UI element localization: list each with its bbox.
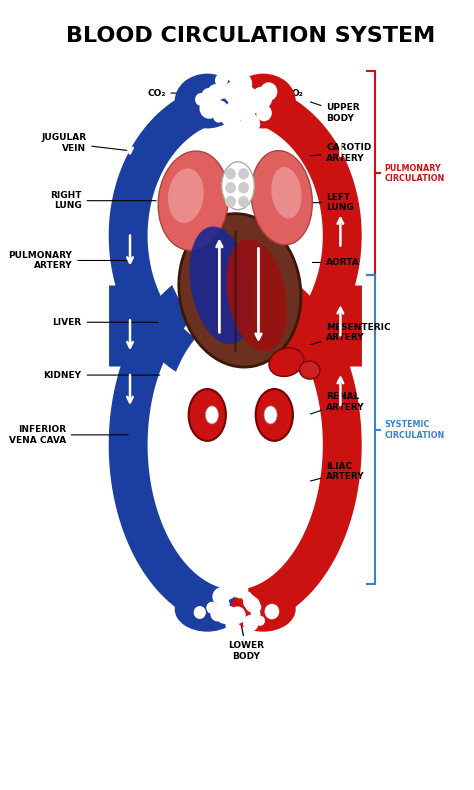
Circle shape: [226, 169, 235, 179]
Circle shape: [257, 105, 271, 121]
Ellipse shape: [158, 151, 228, 250]
Ellipse shape: [226, 239, 287, 352]
Text: KIDNEY: KIDNEY: [44, 371, 160, 379]
Ellipse shape: [163, 318, 308, 572]
Ellipse shape: [255, 389, 293, 441]
Ellipse shape: [189, 389, 226, 441]
Circle shape: [239, 169, 248, 179]
Text: O₂: O₂: [264, 88, 303, 98]
Circle shape: [253, 603, 261, 611]
Text: LEFT
LUNG: LEFT LUNG: [310, 193, 354, 213]
Circle shape: [239, 182, 248, 193]
Ellipse shape: [190, 227, 253, 344]
Circle shape: [226, 182, 235, 193]
Circle shape: [244, 615, 258, 630]
Text: UPPER
BODY: UPPER BODY: [310, 102, 360, 122]
Text: JUGULAR
VEIN: JUGULAR VEIN: [41, 134, 128, 152]
Circle shape: [243, 592, 252, 602]
Ellipse shape: [168, 168, 204, 223]
Ellipse shape: [222, 162, 254, 209]
Circle shape: [246, 597, 259, 612]
Circle shape: [216, 74, 227, 87]
Circle shape: [205, 96, 218, 111]
Text: LIVER: LIVER: [53, 318, 158, 327]
Ellipse shape: [205, 406, 219, 424]
Ellipse shape: [163, 134, 308, 337]
Text: CAROTID
ARTERY: CAROTID ARTERY: [310, 143, 372, 163]
Ellipse shape: [221, 288, 249, 313]
Circle shape: [202, 88, 215, 102]
Circle shape: [208, 85, 223, 101]
Circle shape: [261, 83, 277, 100]
Circle shape: [234, 74, 252, 92]
Circle shape: [224, 81, 245, 103]
Ellipse shape: [179, 213, 301, 367]
Ellipse shape: [221, 337, 249, 363]
Text: RIGHT
LUNG: RIGHT LUNG: [50, 191, 156, 210]
Text: SYSTEMIC
CIRCULATION: SYSTEMIC CIRCULATION: [384, 420, 445, 439]
Text: AORTA: AORTA: [312, 258, 360, 267]
Circle shape: [251, 609, 260, 619]
Circle shape: [230, 608, 245, 623]
Circle shape: [245, 106, 255, 117]
Circle shape: [222, 113, 233, 125]
Circle shape: [212, 101, 228, 117]
Circle shape: [246, 97, 260, 113]
Ellipse shape: [269, 348, 304, 377]
Circle shape: [196, 94, 207, 105]
Text: CO₂: CO₂: [147, 88, 200, 98]
Circle shape: [252, 88, 272, 109]
Ellipse shape: [264, 406, 277, 424]
Ellipse shape: [251, 151, 312, 245]
Text: PULMONARY
CIRCULATION: PULMONARY CIRCULATION: [384, 164, 445, 183]
Circle shape: [241, 114, 259, 134]
Ellipse shape: [271, 167, 301, 219]
Circle shape: [226, 621, 236, 631]
Circle shape: [233, 582, 247, 598]
Circle shape: [244, 595, 256, 608]
Text: LOWER
BODY: LOWER BODY: [228, 598, 264, 660]
Circle shape: [194, 607, 205, 619]
Circle shape: [226, 100, 246, 121]
Text: MESENTERIC
ARTERY: MESENTERIC ARTERY: [310, 322, 391, 344]
Circle shape: [221, 607, 237, 624]
Circle shape: [226, 197, 235, 207]
Ellipse shape: [175, 587, 240, 632]
Circle shape: [207, 603, 217, 613]
Circle shape: [220, 582, 236, 599]
Circle shape: [242, 92, 261, 112]
Circle shape: [213, 588, 229, 605]
Ellipse shape: [230, 73, 296, 129]
Circle shape: [218, 601, 228, 612]
Circle shape: [214, 111, 224, 122]
Circle shape: [217, 607, 231, 623]
Text: RENAL
ARTERY: RENAL ARTERY: [310, 393, 365, 414]
Text: INFERIOR
VENA CAVA: INFERIOR VENA CAVA: [9, 425, 128, 445]
Circle shape: [200, 99, 218, 118]
Text: BLOOD CIRCULATION SYSTEM: BLOOD CIRCULATION SYSTEM: [66, 26, 436, 47]
Circle shape: [234, 83, 253, 103]
Ellipse shape: [230, 587, 296, 632]
Circle shape: [256, 616, 264, 625]
Circle shape: [217, 86, 228, 98]
Circle shape: [211, 608, 224, 621]
Circle shape: [220, 600, 229, 609]
Text: PULMONARY
ARTERY: PULMONARY ARTERY: [9, 250, 132, 270]
Text: ILIAC
ARTERY: ILIAC ARTERY: [310, 462, 365, 481]
Ellipse shape: [300, 361, 320, 379]
Circle shape: [265, 604, 279, 619]
Ellipse shape: [175, 73, 240, 129]
Circle shape: [239, 197, 248, 207]
Circle shape: [244, 88, 255, 100]
